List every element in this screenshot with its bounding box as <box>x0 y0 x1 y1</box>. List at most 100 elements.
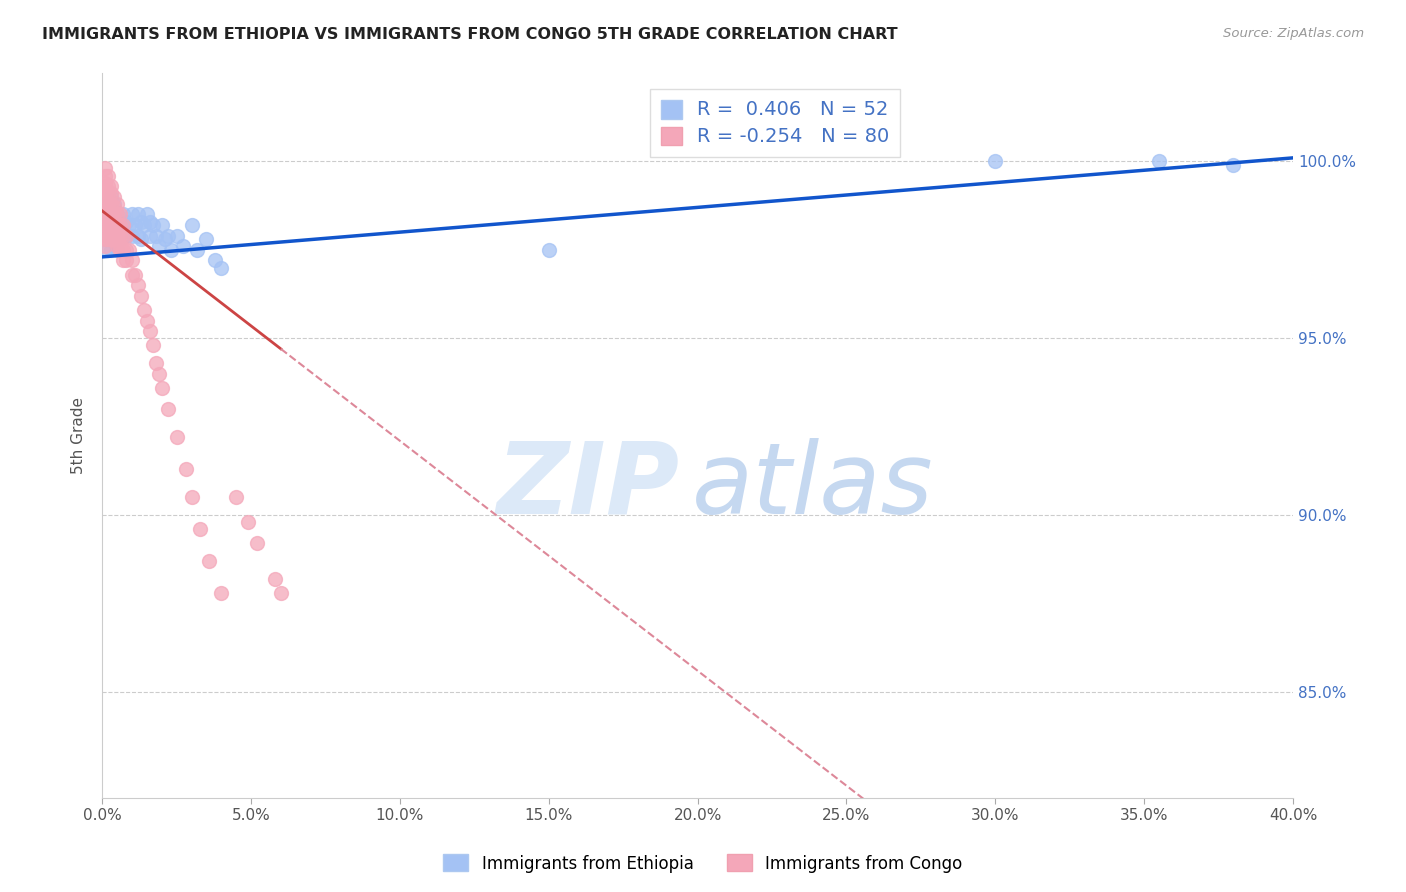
Point <box>105 197 128 211</box>
Point <box>100 243 122 257</box>
Point <box>97 225 120 239</box>
Point <box>97 228 120 243</box>
Point <box>112 225 135 239</box>
Point <box>108 218 131 232</box>
Point <box>166 430 188 444</box>
Text: Source: ZipAtlas.com: Source: ZipAtlas.com <box>1223 27 1364 40</box>
Point <box>142 338 165 352</box>
Legend: Immigrants from Ethiopia, Immigrants from Congo: Immigrants from Ethiopia, Immigrants fro… <box>437 847 969 880</box>
Point <box>112 253 135 268</box>
Point <box>127 278 149 293</box>
Point <box>139 214 162 228</box>
Point <box>118 218 141 232</box>
Point <box>112 218 135 232</box>
Point <box>195 232 218 246</box>
Point <box>148 367 170 381</box>
Point <box>115 253 138 268</box>
Point <box>105 228 128 243</box>
Point <box>100 207 122 221</box>
Point <box>97 186 120 201</box>
Point <box>112 243 135 257</box>
Point <box>129 289 152 303</box>
Point <box>121 268 143 282</box>
Point <box>94 169 117 183</box>
Point <box>94 203 117 218</box>
Point <box>103 218 125 232</box>
Point <box>156 228 179 243</box>
Point <box>100 207 122 221</box>
Point <box>132 302 155 317</box>
Point <box>115 228 138 243</box>
Point <box>103 190 125 204</box>
Point <box>153 232 176 246</box>
Point <box>145 356 167 370</box>
Point <box>108 232 131 246</box>
Point <box>127 207 149 221</box>
Point <box>1147 154 1170 169</box>
Point <box>100 218 122 232</box>
Text: atlas: atlas <box>692 438 934 535</box>
Point <box>94 190 117 204</box>
Text: IMMIGRANTS FROM ETHIOPIA VS IMMIGRANTS FROM CONGO 5TH GRADE CORRELATION CHART: IMMIGRANTS FROM ETHIOPIA VS IMMIGRANTS F… <box>42 27 898 42</box>
Point <box>190 522 212 536</box>
Text: ZIP: ZIP <box>496 438 679 535</box>
Point <box>115 214 138 228</box>
Legend: R =  0.406   N = 52, R = -0.254   N = 80: R = 0.406 N = 52, R = -0.254 N = 80 <box>650 89 900 157</box>
Point <box>100 211 122 225</box>
Point <box>105 225 128 239</box>
Point <box>204 253 226 268</box>
Point <box>103 197 125 211</box>
Point <box>186 243 208 257</box>
Point <box>166 228 188 243</box>
Point <box>209 260 232 275</box>
Point <box>115 243 138 257</box>
Point <box>124 218 146 232</box>
Point <box>270 586 292 600</box>
Point <box>129 214 152 228</box>
Point <box>105 243 128 257</box>
Point <box>150 381 173 395</box>
Point <box>103 225 125 239</box>
Point <box>142 218 165 232</box>
Point <box>100 228 122 243</box>
Point <box>100 214 122 228</box>
Point <box>94 225 117 239</box>
Point <box>94 161 117 176</box>
Point <box>97 169 120 183</box>
Point <box>100 186 122 201</box>
Point <box>108 228 131 243</box>
Point <box>105 239 128 253</box>
Point <box>100 225 122 239</box>
Point <box>108 207 131 221</box>
Point <box>97 203 120 218</box>
Point <box>103 218 125 232</box>
Point <box>105 232 128 246</box>
Y-axis label: 5th Grade: 5th Grade <box>72 397 86 474</box>
Point <box>121 228 143 243</box>
Point <box>129 232 152 246</box>
Point <box>105 218 128 232</box>
Point <box>94 197 117 211</box>
Point <box>236 515 259 529</box>
Point <box>145 228 167 243</box>
Point <box>150 218 173 232</box>
Point <box>108 239 131 253</box>
Point <box>105 225 128 239</box>
Point <box>94 211 117 225</box>
Point <box>264 572 287 586</box>
Point <box>121 207 143 221</box>
Point <box>100 232 122 246</box>
Point <box>180 218 202 232</box>
Point <box>94 218 117 232</box>
Point <box>148 239 170 253</box>
Point <box>156 402 179 417</box>
Point <box>124 268 146 282</box>
Point <box>108 243 131 257</box>
Point <box>139 324 162 338</box>
Point <box>1222 158 1244 172</box>
Point <box>97 197 120 211</box>
Point <box>103 228 125 243</box>
Point <box>115 228 138 243</box>
Point <box>172 239 194 253</box>
Point <box>139 228 162 243</box>
